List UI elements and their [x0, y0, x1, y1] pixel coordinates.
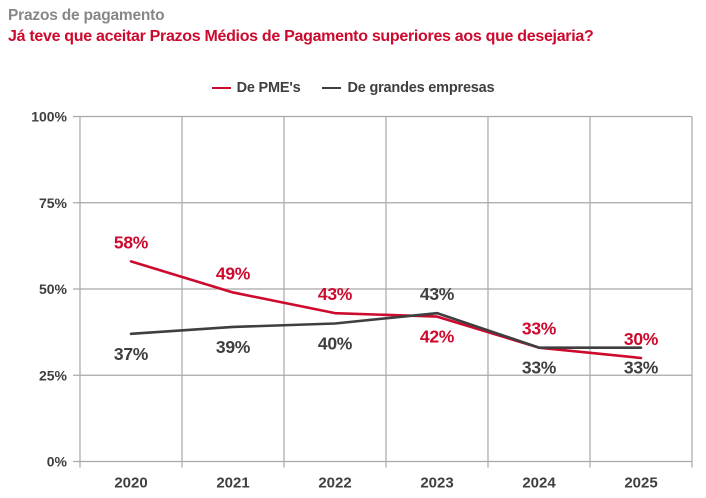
y-axis-tick-label: 100% [31, 109, 67, 125]
chart-legend: De PME's De grandes empresas [0, 80, 706, 96]
data-point-label: 43% [318, 284, 353, 304]
chart-title: Já teve que aceitar Prazos Médios de Pag… [8, 28, 594, 45]
chart-header: Prazos de pagamento Já teve que aceitar … [8, 5, 698, 48]
chart-kicker: Prazos de pagamento [8, 7, 165, 24]
data-point-label: 33% [522, 319, 557, 339]
series-line [129, 260, 643, 360]
data-point-label: 30% [624, 329, 659, 349]
x-axis-tick-label: 2025 [624, 475, 657, 492]
y-axis-tick-label: 0% [47, 454, 68, 470]
x-axis-tick-label: 2023 [420, 475, 453, 492]
y-axis-tick-label: 25% [39, 367, 68, 383]
y-axis-tick-label: 75% [39, 195, 68, 211]
legend-item-pme: De PME's [211, 80, 301, 96]
legend-label-grandes-empresas: De grandes empresas [347, 80, 495, 96]
data-point-label: 37% [114, 344, 149, 364]
legend-line-red-icon [211, 86, 231, 90]
data-point-label: 39% [216, 337, 251, 357]
series-line [129, 311, 643, 349]
legend-item-grandes-empresas: De grandes empresas [322, 80, 495, 96]
data-point-label: 49% [216, 263, 251, 283]
legend-line-dark-icon [322, 86, 342, 90]
data-point-label: 33% [522, 358, 557, 378]
x-axis-tick-label: 2024 [522, 475, 556, 492]
data-point-label: 42% [420, 327, 455, 347]
data-point-label: 40% [318, 334, 353, 354]
data-point-label: 58% [114, 232, 149, 252]
x-axis-tick-label: 2022 [318, 475, 351, 492]
data-point-label: 33% [624, 358, 659, 378]
x-axis-tick-label: 2020 [114, 475, 147, 492]
legend-label-pme: De PME's [236, 80, 301, 96]
x-axis-tick-label: 2021 [216, 475, 249, 492]
y-axis-tick-label: 50% [39, 281, 68, 297]
data-point-label: 43% [420, 284, 455, 304]
